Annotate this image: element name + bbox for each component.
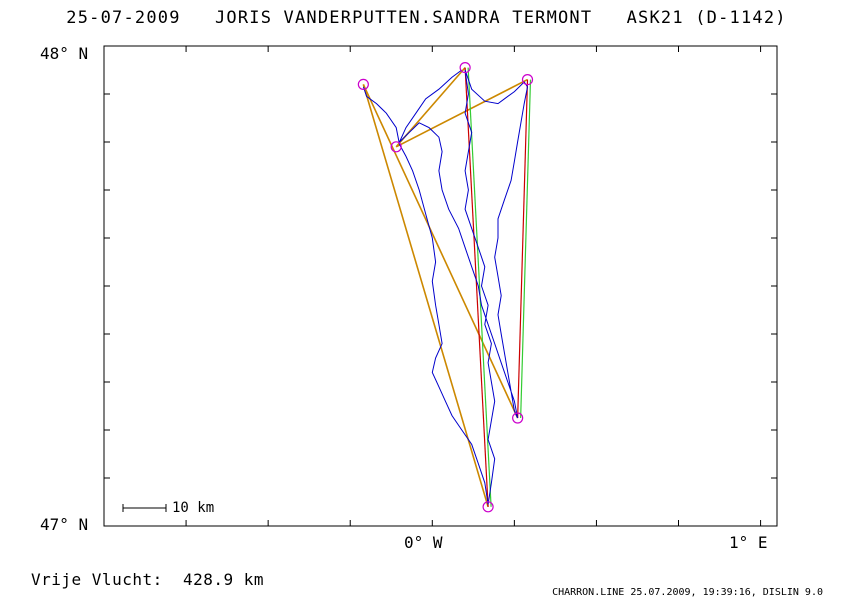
axis-ticks [103,45,777,527]
plot-frame [103,45,778,527]
software-credit: CHARRON.LINE 25.07.2009, 19:39:16, DISLI… [552,587,823,598]
x-axis-center-label: 0° W [404,533,443,552]
turnpoints [357,61,534,513]
task-leg-5 [517,79,529,419]
turnpoint-marker-5 [482,501,494,513]
task-legs [362,67,532,508]
task-leg-6 [467,67,492,507]
task-leg-0 [362,84,489,508]
scale-bar [122,504,167,512]
glider-id: ASK21 (D-1142) [626,8,787,28]
turnpoint-marker-1 [459,61,471,74]
task-leg-4 [464,67,489,507]
distance-label: Vrije Vlucht: [31,570,163,589]
distance-value: 428.9 km [183,570,265,589]
flight-track [362,69,529,505]
flight-title: 25-07-2009 JORIS VANDERPUTTEN.SANDRA TER… [0,8,853,28]
task-leg-7 [520,79,532,419]
distance-summary: Vrije Vlucht: 428.9 km [31,570,264,589]
scale-bar-label: 10 km [172,500,215,516]
turnpoint-marker-3 [390,141,402,153]
turnpoint-marker-2 [521,73,534,86]
pilot-names: JORIS VANDERPUTTEN.SANDRA TERMONT [214,8,593,28]
y-axis-top-label: 48° N [40,44,89,63]
flight-date: 25-07-2009 [66,8,181,28]
y-axis-bottom-label: 47° N [40,515,89,534]
task-leg-2 [395,78,528,148]
task-leg-1 [362,84,519,419]
turnpoint-marker-4 [512,412,524,424]
turnpoint-marker-0 [357,78,369,91]
x-axis-right-label: 1° E [729,533,768,552]
